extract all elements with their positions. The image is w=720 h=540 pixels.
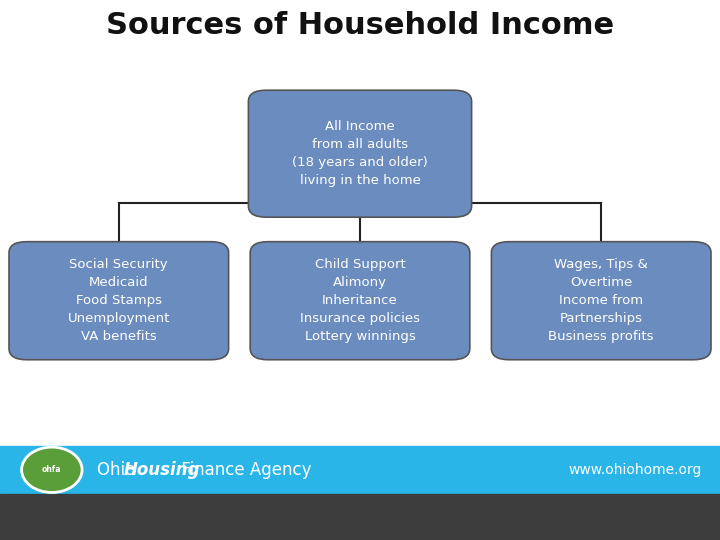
FancyBboxPatch shape [248,90,472,217]
Text: Housing: Housing [124,461,200,479]
FancyBboxPatch shape [491,242,711,360]
Text: ohfa: ohfa [42,465,62,474]
Text: All Income
from all adults
(18 years and older)
living in the home: All Income from all adults (18 years and… [292,120,428,187]
Text: Wages, Tips &
Overtime
Income from
Partnerships
Business profits: Wages, Tips & Overtime Income from Partn… [549,258,654,343]
FancyBboxPatch shape [251,242,469,360]
Text: Social Security
Medicaid
Food Stamps
Unemployment
VA benefits: Social Security Medicaid Food Stamps Une… [68,258,170,343]
Text: Sources of Household Income: Sources of Household Income [106,11,614,40]
Text: Ohio: Ohio [97,461,140,479]
FancyBboxPatch shape [9,242,229,360]
Text: Child Support
Alimony
Inheritance
Insurance policies
Lottery winnings: Child Support Alimony Inheritance Insura… [300,258,420,343]
Text: www.ohiohome.org: www.ohiohome.org [569,463,702,477]
Text: Finance Agency: Finance Agency [176,461,312,479]
